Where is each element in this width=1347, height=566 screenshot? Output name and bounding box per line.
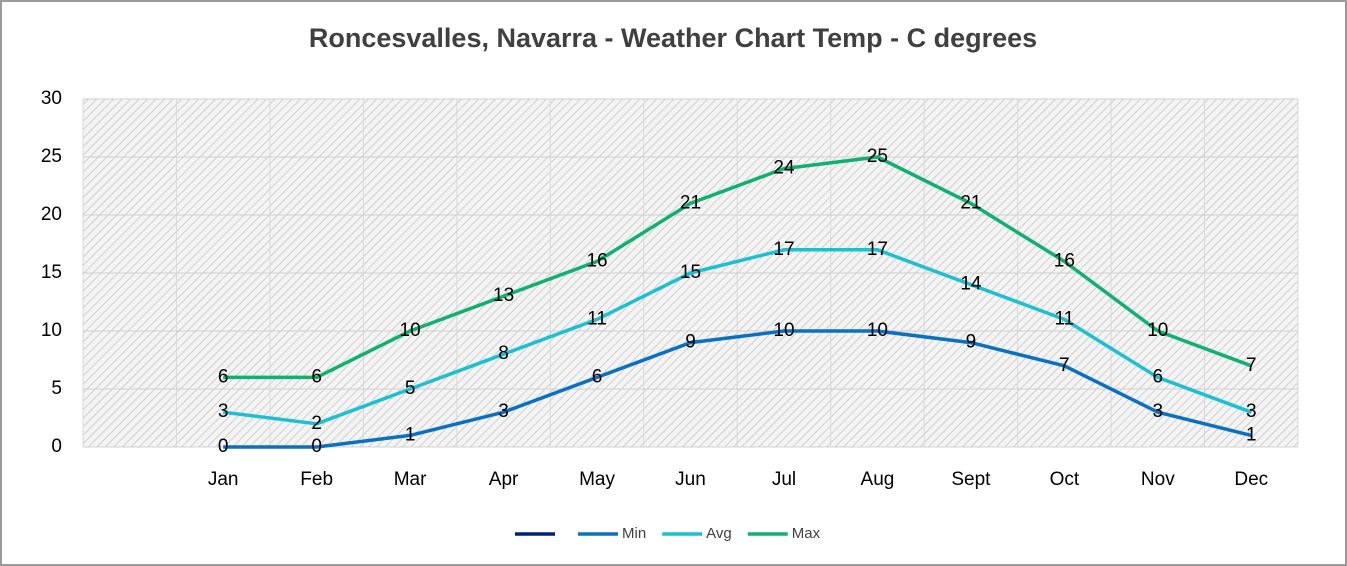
data-label: 11: [587, 308, 607, 329]
y-tick-label: 10: [41, 320, 62, 341]
series-line: [223, 155, 1252, 380]
data-label: 17: [773, 239, 794, 260]
x-tick-label: Aug: [861, 469, 895, 490]
x-tick-label: Oct: [1050, 469, 1080, 490]
data-label: 13: [493, 285, 514, 306]
data-label: 7: [1059, 355, 1070, 376]
legend-label: Avg: [706, 525, 732, 542]
x-tick-label: Jun: [675, 469, 706, 490]
series-line: [223, 329, 1252, 449]
data-label: 15: [680, 262, 701, 283]
legend-label: Max: [792, 525, 821, 542]
data-label: 9: [966, 332, 977, 353]
data-label: 10: [400, 320, 421, 341]
data-label: 3: [498, 401, 509, 422]
data-label: 21: [960, 192, 981, 213]
data-label: 25: [867, 146, 888, 167]
data-label: 11: [1054, 308, 1074, 329]
data-label: 16: [586, 250, 607, 271]
x-tick-label: Nov: [1141, 469, 1175, 490]
chart-title: Roncesvalles, Navarra - Weather Chart Te…: [309, 23, 1037, 53]
x-tick-label: Jul: [772, 469, 796, 490]
legend-label: Min: [622, 525, 646, 542]
data-label: 14: [960, 274, 982, 295]
y-tick-label: 20: [41, 204, 62, 225]
data-label: 10: [867, 320, 888, 341]
data-label: 6: [1153, 366, 1164, 387]
data-label: 1: [405, 424, 416, 445]
data-label: 8: [498, 343, 509, 364]
data-label: 6: [592, 366, 603, 387]
data-label: 24: [773, 158, 795, 179]
x-tick-label: Sept: [951, 469, 991, 490]
data-label: 0: [311, 436, 322, 457]
y-tick-label: 30: [41, 88, 62, 109]
data-label: 16: [1054, 250, 1075, 271]
y-tick-label: 0: [51, 436, 62, 457]
y-tick-label: 25: [41, 146, 62, 167]
x-tick-label: Mar: [394, 469, 427, 490]
data-label: 17: [867, 239, 888, 260]
x-tick-label: Jan: [208, 469, 239, 490]
x-tick-label: Feb: [300, 469, 333, 490]
data-label: 6: [218, 366, 229, 387]
x-tick-label: May: [579, 469, 615, 490]
series-line: [222, 248, 1252, 426]
data-label: 10: [1147, 320, 1168, 341]
data-label: 10: [773, 320, 794, 341]
data-label: 2: [311, 413, 322, 434]
x-tick-label: Dec: [1234, 469, 1268, 490]
data-label: 1: [1246, 424, 1257, 445]
y-tick-label: 15: [41, 262, 62, 283]
data-label: 3: [1246, 401, 1257, 422]
data-label: 7: [1246, 355, 1257, 376]
data-label: 21: [680, 192, 701, 213]
data-label: 9: [685, 332, 696, 353]
data-label: 0: [218, 436, 229, 457]
y-tick-label: 5: [51, 378, 62, 399]
data-label: 5: [405, 378, 416, 399]
data-label: 3: [1153, 401, 1164, 422]
data-label: 6: [311, 366, 322, 387]
data-label: 3: [218, 401, 229, 422]
x-tick-label: Apr: [489, 469, 519, 490]
